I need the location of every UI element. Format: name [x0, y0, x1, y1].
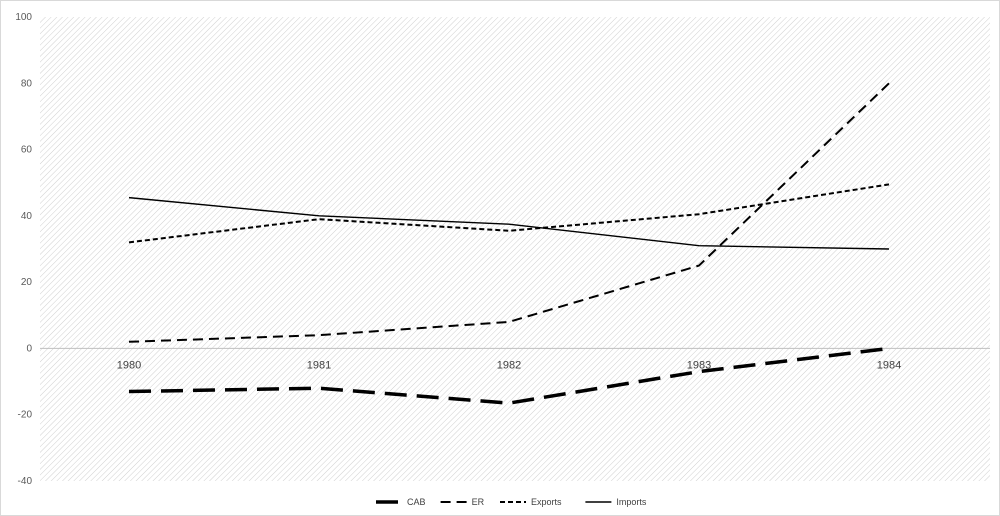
y-tick-label: 0	[26, 343, 32, 354]
legend-label-cab: CAB	[407, 497, 426, 507]
y-tick-label: -40	[18, 476, 33, 487]
y-tick-label: 40	[21, 211, 33, 222]
y-tick-label: 80	[21, 78, 33, 89]
y-axis: -40 -20 0 20 40 60 80 100	[15, 12, 32, 487]
legend-label-er: ER	[472, 497, 485, 507]
x-tick-label: 1984	[877, 359, 901, 371]
x-tick-label: 1981	[307, 359, 331, 371]
x-tick-label: 1983	[687, 359, 711, 371]
legend-label-imports: Imports	[616, 497, 647, 507]
y-tick-label: 100	[15, 12, 32, 23]
series-line-exports	[128, 183, 890, 244]
legend-label-exports: Exports	[531, 497, 562, 507]
series-line-imports	[128, 196, 890, 250]
y-tick-label: 20	[21, 277, 33, 288]
legend: CAB ER Exports Imports	[376, 497, 647, 507]
series-lines	[128, 82, 890, 405]
plot-area	[40, 17, 990, 481]
x-tick-label: 1980	[117, 359, 141, 371]
x-axis: 1980 1981 1982 1983 1984	[117, 359, 901, 371]
y-tick-label: 60	[21, 145, 33, 156]
y-tick-label: -20	[18, 410, 33, 421]
x-tick-label: 1982	[497, 359, 521, 371]
